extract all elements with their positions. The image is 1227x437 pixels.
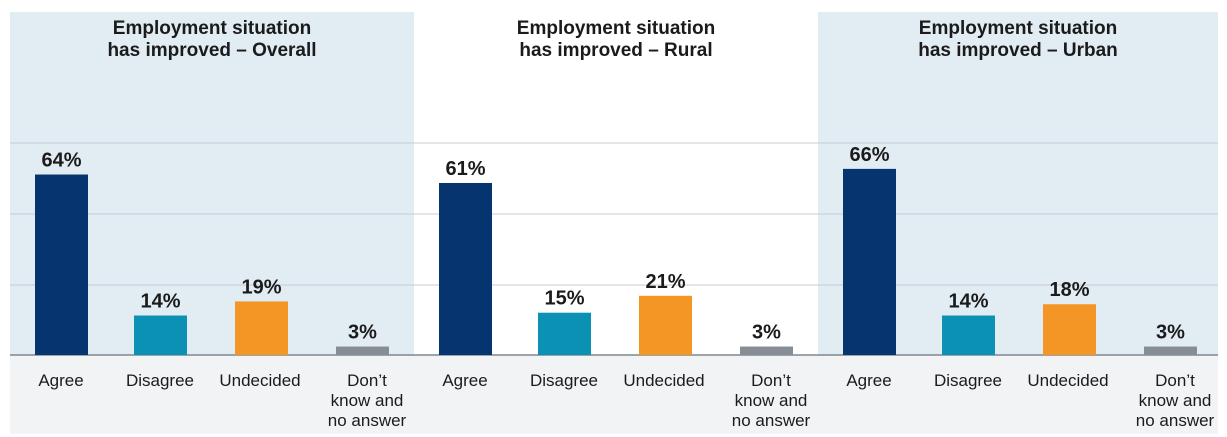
category-label: Don’t xyxy=(1155,371,1195,390)
category-label: Don’t xyxy=(347,371,387,390)
category-label: Disagree xyxy=(126,371,194,390)
category-label-band xyxy=(10,355,414,434)
data-label: 64% xyxy=(41,150,81,172)
data-label: 3% xyxy=(1156,322,1185,344)
panel-title-line: has improved – Overall xyxy=(107,40,316,61)
bar-agree xyxy=(843,168,896,355)
category-label: Disagree xyxy=(530,371,598,390)
data-label: 3% xyxy=(752,322,781,344)
category-label: Disagree xyxy=(934,371,1002,390)
panel-title-line: has improved – Urban xyxy=(918,40,1118,61)
panel-title-line: Employment situation xyxy=(517,18,715,39)
bar-agree xyxy=(439,182,492,355)
category-label: know and xyxy=(735,391,808,410)
category-label-band xyxy=(818,355,1218,434)
data-label: 66% xyxy=(849,144,889,166)
data-label: 3% xyxy=(348,322,377,344)
category-label: Undecided xyxy=(623,371,704,390)
panel-title-line: Employment situation xyxy=(113,18,311,39)
category-label: Agree xyxy=(38,371,83,390)
data-label: 19% xyxy=(241,276,281,298)
bar-undecided xyxy=(639,295,692,355)
category-label: Agree xyxy=(442,371,487,390)
data-label: 61% xyxy=(445,158,485,180)
data-label: 18% xyxy=(1049,279,1089,301)
data-label: 21% xyxy=(645,271,685,293)
bar-don-t-know-and-no-answer xyxy=(1144,346,1197,355)
category-label-band xyxy=(414,355,818,434)
bar-disagree xyxy=(134,315,187,355)
bar-undecided xyxy=(1043,304,1096,355)
category-label: Undecided xyxy=(1027,371,1108,390)
bar-don-t-know-and-no-answer xyxy=(740,346,793,355)
category-label: no answer xyxy=(328,411,407,430)
category-label: Agree xyxy=(846,371,891,390)
data-label: 14% xyxy=(948,291,988,313)
category-label: know and xyxy=(331,391,404,410)
panel-title-line: has improved – Rural xyxy=(519,40,712,61)
data-label: 15% xyxy=(544,288,584,310)
bar-agree xyxy=(35,174,88,355)
category-label: Undecided xyxy=(219,371,300,390)
bar-undecided xyxy=(235,301,288,355)
category-label: no answer xyxy=(732,411,811,430)
panel-title-line: Employment situation xyxy=(919,18,1117,39)
data-label: 14% xyxy=(140,291,180,313)
bar-don-t-know-and-no-answer xyxy=(336,346,389,355)
bar-disagree xyxy=(942,315,995,355)
category-label: Don’t xyxy=(751,371,791,390)
category-label: no answer xyxy=(1136,411,1215,430)
bar-disagree xyxy=(538,312,591,355)
category-label: know and xyxy=(1139,391,1212,410)
